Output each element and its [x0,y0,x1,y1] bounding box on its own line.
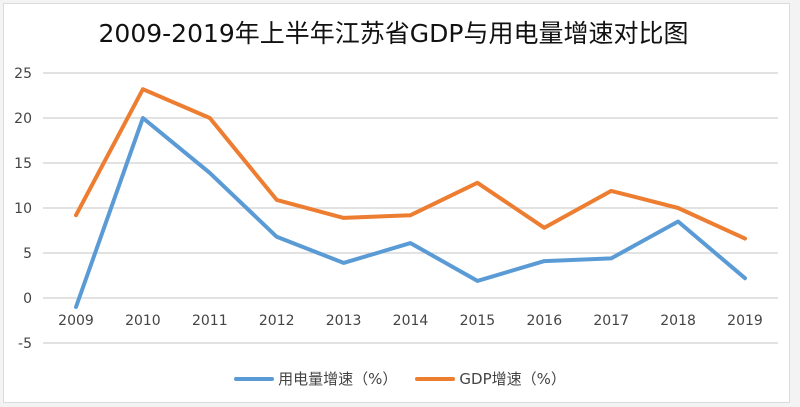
x-tick-label: 2009 [58,313,94,329]
series-line-electricity [74,116,747,309]
y-tick-label: 5 [23,246,32,262]
x-axis-ticks: 2009 2010 2011 2012 2013 2014 2015 2016 2017 2018… [58,313,763,329]
series-line-gdp [74,87,747,241]
legend-swatch-electricity [234,376,275,381]
x-tick-label: 2015 [460,313,496,329]
chart-title: 2009-2019年上半年江苏省GDP与用电量增速对比图 [98,19,689,48]
x-tick-label: 2013 [326,313,362,329]
legend: 用电量增速（%） GDP增速（%） [0,368,800,389]
x-tick-label: 2016 [526,313,562,329]
x-tick-label: 2017 [593,313,629,329]
legend-label-electricity: 用电量增速（%） [278,370,398,388]
y-tick-label: 15 [14,156,32,172]
x-tick-label: 2011 [192,313,228,329]
y-tick-label: -5 [18,336,32,352]
x-tick-label: 2010 [125,313,161,329]
series-lines [74,87,747,309]
legend-item-gdp: GDP增速（%） [415,368,566,389]
gridlines [43,72,778,344]
legend-label-gdp: GDP增速（%） [459,370,566,388]
y-tick-label: 20 [14,111,32,127]
x-tick-label: 2014 [393,313,429,329]
y-tick-label: 0 [23,291,32,307]
y-tick-label: 10 [14,201,32,217]
x-tick-label: 2019 [727,313,763,329]
y-tick-label: 25 [14,66,32,82]
x-tick-label: 2012 [259,313,295,329]
y-axis-ticks: 25 20 15 10 5 0 -5 [14,66,32,352]
legend-swatch-gdp [415,376,456,381]
x-tick-label: 2018 [660,313,696,329]
legend-item-electricity: 用电量增速（%） [234,368,397,389]
